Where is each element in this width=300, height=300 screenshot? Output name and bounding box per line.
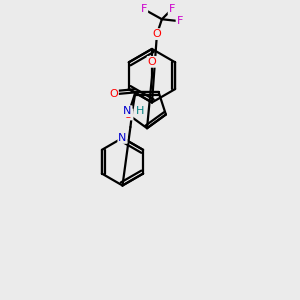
Text: O: O: [148, 57, 156, 67]
Text: H: H: [136, 106, 145, 116]
Text: O: O: [153, 29, 161, 39]
Text: O: O: [124, 110, 133, 119]
Text: N: N: [118, 133, 127, 143]
Text: O: O: [109, 89, 118, 99]
Text: F: F: [176, 16, 183, 26]
Text: N: N: [123, 106, 132, 116]
Text: F: F: [169, 4, 175, 14]
Text: F: F: [141, 4, 147, 14]
